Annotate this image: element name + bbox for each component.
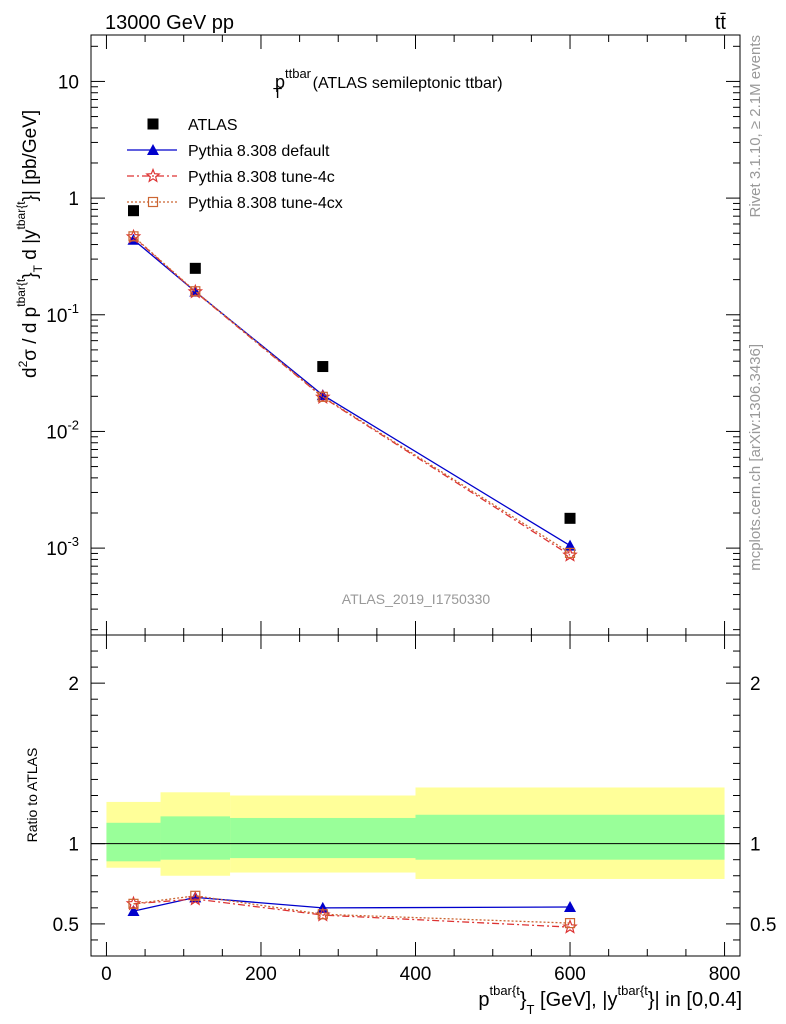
main-pythia-8-308-tune-4c xyxy=(125,228,578,562)
ratio-point xyxy=(127,905,140,917)
ratio-y-tick-label: 0.5 xyxy=(750,915,776,936)
ratio-pythia-8-308-tune-4cx xyxy=(128,890,576,929)
main-line xyxy=(133,239,571,547)
ratio-line xyxy=(133,896,571,912)
plot-title: pttbar T (ATLAS semileptonic ttbar) xyxy=(273,66,503,102)
analysis-watermark: ATLAS_2019_I1750330 xyxy=(342,591,491,607)
ratio-line xyxy=(133,898,571,928)
ratio-series xyxy=(125,890,578,934)
ratio-x-tick-label: 400 xyxy=(400,964,432,985)
legend-marker xyxy=(145,167,161,183)
ratio-point xyxy=(564,917,576,929)
main-x-ticks xyxy=(105,35,726,635)
ratio-y-tick-label: 2 xyxy=(750,674,761,695)
stat-band-0 xyxy=(106,822,161,862)
stat-band-3 xyxy=(415,814,725,860)
main-y-tick-label: 1 xyxy=(68,189,79,210)
legend-marker xyxy=(147,144,159,155)
main-point xyxy=(317,361,329,373)
ratio-y-axis: 0.5 0.5 1 1 2 2 xyxy=(53,650,776,941)
legend: ATLAS Pythia 8.308 default Pythia 8.308 tu… xyxy=(127,117,343,212)
ratio-y-label: Ratio to ATLAS xyxy=(24,748,40,843)
header-right: tt̄ xyxy=(715,12,727,34)
ratio-x-tick-label: 800 xyxy=(709,964,741,985)
ratio-y-tick-label: 1 xyxy=(68,835,79,856)
main-point xyxy=(317,391,328,402)
ratio-pythia-8-308-tune-4c xyxy=(125,890,578,934)
legend-label: Pythia 8.308 tune-4c xyxy=(188,169,335,186)
main-point xyxy=(189,262,201,274)
main-y-tick-label: 10-2 xyxy=(46,417,79,443)
main-point xyxy=(127,205,139,217)
header-left: 13000 GeV pp xyxy=(105,12,234,34)
main-y-tick-label: 10 xyxy=(58,72,79,93)
ratio-x-tick-label: 600 xyxy=(554,964,586,985)
main-y-axis: 10-3 10-2 10-1 1 10 xyxy=(46,45,740,631)
main-point xyxy=(128,231,139,242)
main-pythia-8-308-tune-4cx xyxy=(128,231,576,558)
ratio-y-tick-label: 2 xyxy=(68,674,79,695)
main-point xyxy=(190,286,201,297)
ratio-point xyxy=(317,909,328,920)
main-y-tick-label: 10-3 xyxy=(46,534,79,560)
stat-band-1 xyxy=(160,816,231,860)
main-y-label: d2σ / d ptbar{t}T d |ytbar{t}| [pb/GeV] xyxy=(14,110,45,378)
ratio-y-tick-label: 0.5 xyxy=(53,915,79,936)
main-line xyxy=(133,236,571,556)
stat-band-2 xyxy=(230,817,416,859)
legend-label: Pythia 8.308 default xyxy=(188,143,330,160)
rivet-label: Rivet 3.1.10, ≥ 2.1M events xyxy=(747,35,764,218)
main-atlas xyxy=(127,205,576,524)
ratio-bands xyxy=(106,787,725,879)
ratio-x-tick-label: 0 xyxy=(101,964,112,985)
ratio-point xyxy=(190,890,201,901)
main-series xyxy=(125,205,578,562)
legend-marker xyxy=(147,196,159,208)
main-line xyxy=(133,235,571,554)
ratio-point xyxy=(128,898,139,909)
ratio-x-axis: 0 200 400 600 800 xyxy=(101,635,740,985)
ratio-y-tick-label: 1 xyxy=(750,835,761,856)
ratio-point xyxy=(564,901,577,913)
mcplots-label: mcplots.cern.ch [arXiv:1306.3436] xyxy=(747,344,764,571)
main-point xyxy=(564,547,576,558)
main-y-tick-label: 10-1 xyxy=(46,301,79,327)
legend-label: Pythia 8.308 tune-4cx xyxy=(188,195,343,212)
x-axis-label: ptbar{t}T [GeV], |ytbar{t}| in [0,0.4] xyxy=(478,983,742,1017)
main-point xyxy=(564,512,576,524)
legend-label: ATLAS xyxy=(188,117,238,134)
legend-marker xyxy=(147,118,159,130)
main-pythia-8-308-default xyxy=(127,233,577,551)
ratio-x-tick-label: 200 xyxy=(245,964,277,985)
